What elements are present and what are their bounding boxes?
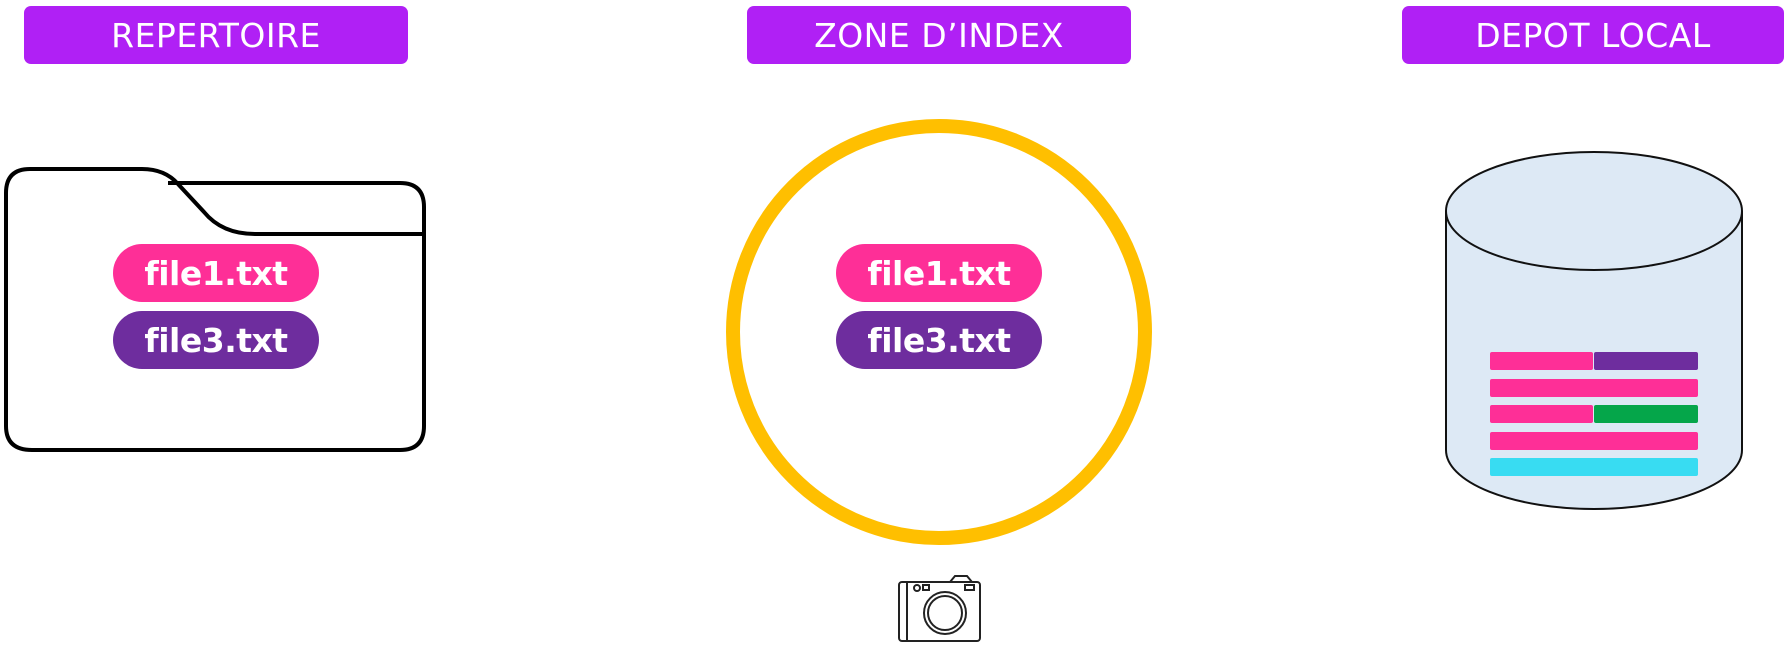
db-row [1490, 352, 1593, 370]
db-row [1594, 405, 1698, 423]
folder-icon [4, 167, 426, 452]
db-row [1490, 379, 1698, 397]
camera-icon [898, 575, 981, 642]
db-row [1490, 405, 1593, 423]
database-icon [1445, 151, 1743, 510]
file-pill-index-2: file3.txt [836, 311, 1042, 369]
section-title-index: ZONE D’INDEX [747, 6, 1131, 64]
db-row [1490, 432, 1698, 450]
file-pill-index-1: file1.txt [836, 244, 1042, 302]
file-pill-working-2: file3.txt [113, 311, 319, 369]
section-title-depot: DEPOT LOCAL [1402, 6, 1784, 64]
db-row [1490, 458, 1698, 476]
staging-ring [726, 119, 1152, 545]
db-row [1594, 352, 1698, 370]
section-title-repertoire: REPERTOIRE [24, 6, 408, 64]
file-pill-working-1: file1.txt [113, 244, 319, 302]
